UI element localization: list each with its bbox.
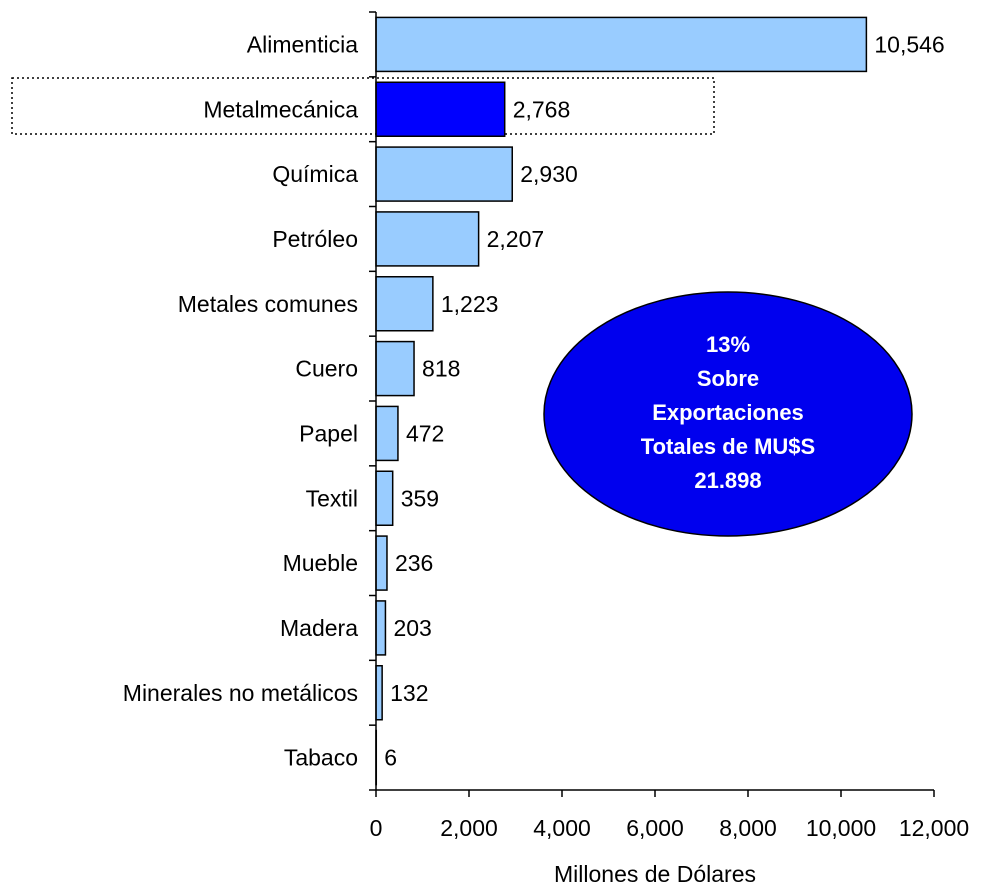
bar <box>375 665 383 721</box>
data-label: 2,930 <box>520 161 578 187</box>
bar <box>375 276 434 332</box>
data-label: 2,768 <box>513 96 571 122</box>
highlight-box <box>11 77 715 135</box>
annotation-text: Totales de MU$S <box>641 434 815 459</box>
y-tick-label: Cuero <box>295 356 358 382</box>
x-tick-label: 4,000 <box>533 815 591 841</box>
y-tick-label: Química <box>272 161 358 187</box>
bar <box>375 81 506 137</box>
y-tick-label: Mueble <box>283 550 358 576</box>
data-label: 2,207 <box>487 226 545 252</box>
data-label: 132 <box>390 680 428 706</box>
x-axis-label: Millones de Dólares <box>554 861 756 887</box>
annotation-text: Exportaciones <box>652 400 804 425</box>
x-tick-label: 12,000 <box>899 815 969 841</box>
data-label: 203 <box>393 615 431 641</box>
bar <box>375 405 399 462</box>
annotation-ellipse <box>543 291 913 537</box>
bar <box>375 340 415 397</box>
x-tick-label: 8,000 <box>719 815 777 841</box>
y-tick-label: Alimenticia <box>247 31 358 57</box>
y-tick-label: Textil <box>306 485 358 511</box>
y-tick-label: Tabaco <box>284 745 358 771</box>
data-label: 1,223 <box>441 291 499 317</box>
annotation-text: Sobre <box>697 366 759 391</box>
annotation-text: 13% <box>706 332 750 357</box>
y-tick-label: Metales comunes <box>178 291 358 317</box>
x-tick-label: 6,000 <box>626 815 684 841</box>
bar <box>375 600 387 656</box>
data-label: 236 <box>395 550 433 576</box>
data-label: 818 <box>422 356 460 382</box>
annotation-text: 21.898 <box>694 468 761 493</box>
x-tick-label: 10,000 <box>806 815 876 841</box>
y-tick-label: Papel <box>299 420 358 446</box>
y-tick-label: Minerales no metálicos <box>123 680 358 706</box>
data-label: 359 <box>401 485 439 511</box>
data-label: 6 <box>384 745 397 771</box>
bar <box>375 146 513 202</box>
data-label: 472 <box>406 420 444 446</box>
x-tick-label: 2,000 <box>440 815 498 841</box>
bar <box>375 470 394 526</box>
bar <box>375 16 868 73</box>
x-tick-label: 0 <box>370 815 383 841</box>
y-tick-label: Petróleo <box>272 226 358 252</box>
y-tick-label: Madera <box>280 615 358 641</box>
bar <box>375 535 388 591</box>
bar <box>375 211 480 267</box>
y-tick-label: Metalmecánica <box>203 96 358 122</box>
data-label: 10,546 <box>874 31 944 57</box>
